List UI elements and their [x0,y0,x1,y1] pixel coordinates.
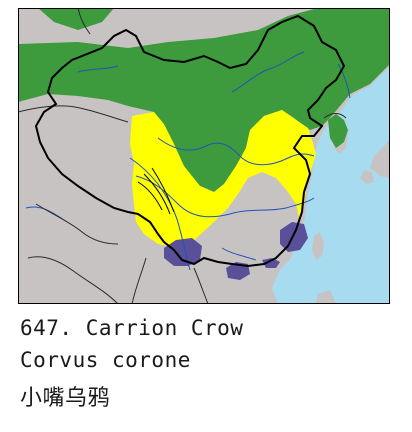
green-range-northwest [18,8,114,30]
land-philippines [316,290,336,304]
green-range-north [18,8,390,192]
species-number-name: 647. Carrion Crow [20,316,244,340]
purple-range-yunnan [164,238,202,266]
province-lines [137,167,175,215]
land-hainan [234,276,252,294]
map-frame [18,8,390,304]
green-range-korea [328,114,348,148]
land-japan [370,138,390,178]
country-borders [18,8,347,304]
china-border [34,14,346,268]
land-taiwan [312,232,324,260]
purple-range-fujian [280,222,308,252]
range-map [18,8,390,304]
purple-range-guangdong [262,258,280,268]
scientific-name: Corvus corone [20,348,191,372]
land-kyushu [360,170,374,184]
chinese-name: 小嘴乌鸦 [20,386,111,411]
